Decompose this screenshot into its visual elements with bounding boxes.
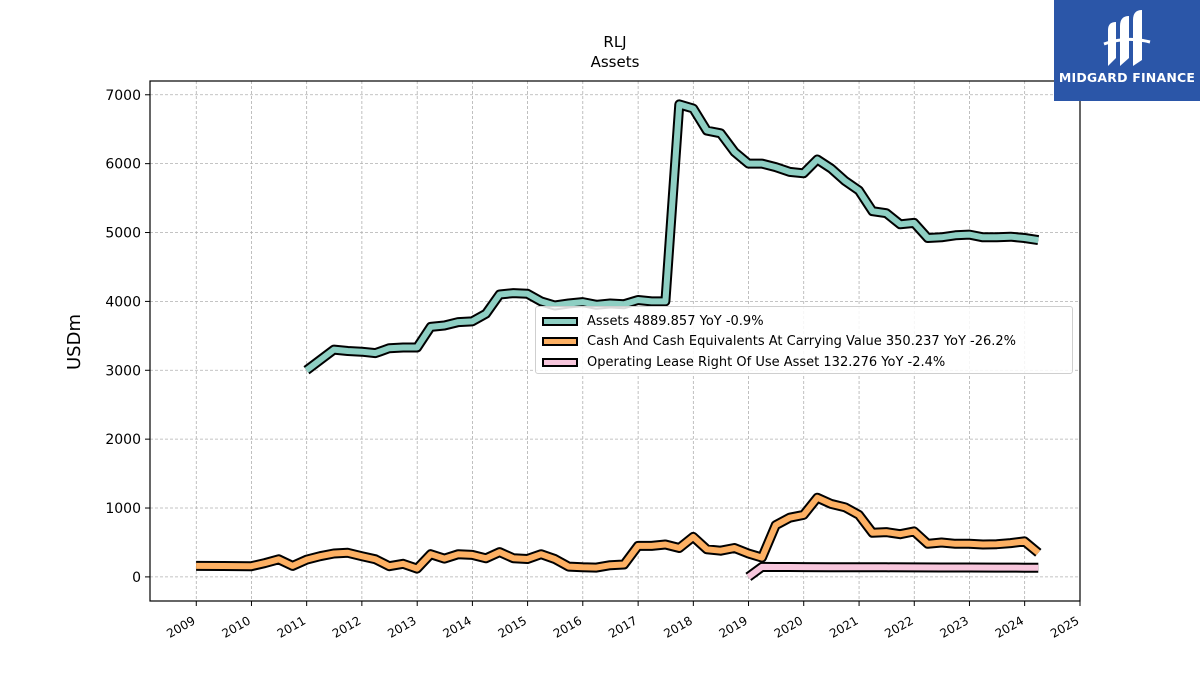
x-tick-label: 2013 [385, 613, 418, 640]
x-tick-label: 2017 [606, 613, 639, 640]
x-tick-label: 2019 [717, 613, 750, 640]
series-line-lease [746, 563, 1039, 580]
x-tick-label: 2022 [882, 613, 915, 640]
x-tick-label: 2011 [275, 613, 308, 640]
chart-title: RLJ [603, 33, 626, 51]
y-tick-label: 2000 [105, 432, 141, 448]
y-tick-label: 6000 [105, 157, 141, 173]
x-tick-label: 2012 [330, 613, 363, 640]
plot-frame [149, 80, 1081, 602]
x-tick-label: 2010 [220, 613, 253, 640]
y-tick-label: 5000 [105, 226, 141, 242]
series-lines [196, 99, 1042, 581]
x-tick-label: 2015 [496, 613, 529, 640]
legend-swatch-lease [542, 357, 578, 367]
x-tick-label: 2025 [1048, 613, 1081, 640]
series-line-assets [304, 101, 1039, 373]
x-tick-label: 2014 [440, 613, 473, 640]
chart-subtitle: Assets [591, 53, 640, 71]
x-tick-label: 2018 [661, 613, 694, 640]
legend-swatch-assets [542, 316, 578, 326]
legend-item-assets: Assets 4889.857 YoY -0.9% [542, 311, 1066, 332]
x-tick-label: 2016 [551, 613, 584, 640]
midgard-logo-icon [1103, 10, 1151, 66]
series-line-cash [196, 494, 1041, 572]
x-tick-label: 2024 [993, 613, 1026, 640]
legend-swatch-cash [542, 337, 578, 347]
legend: Assets 4889.857 YoY -0.9% Cash And Cash … [535, 306, 1073, 374]
legend-label-cash: Cash And Cash Equivalents At Carrying Va… [587, 334, 1016, 350]
legend-label-lease: Operating Lease Right Of Use Asset 132.2… [587, 354, 946, 370]
y-tick-label: 3000 [105, 363, 141, 379]
legend-label-assets: Assets 4889.857 YoY -0.9% [587, 313, 764, 329]
x-tick-label: 2023 [938, 613, 971, 640]
y-tick-label: 4000 [105, 294, 141, 310]
x-tick-label: 2020 [772, 613, 805, 640]
x-tick-label: 2021 [827, 613, 860, 640]
x-tick-label: 2009 [164, 613, 197, 640]
legend-item-cash: Cash And Cash Equivalents At Carrying Va… [542, 332, 1066, 353]
y-tick-label: 0 [132, 570, 141, 586]
y-axis-label: USDm [64, 314, 85, 370]
legend-item-lease: Operating Lease Right Of Use Asset 132.2… [542, 352, 1066, 373]
brand-logo: MIDGARD FINANCE [1054, 0, 1200, 101]
brand-name: MIDGARD FINANCE [1058, 70, 1196, 85]
y-tick-label: 7000 [105, 88, 141, 104]
y-tick-label: 1000 [105, 501, 141, 517]
